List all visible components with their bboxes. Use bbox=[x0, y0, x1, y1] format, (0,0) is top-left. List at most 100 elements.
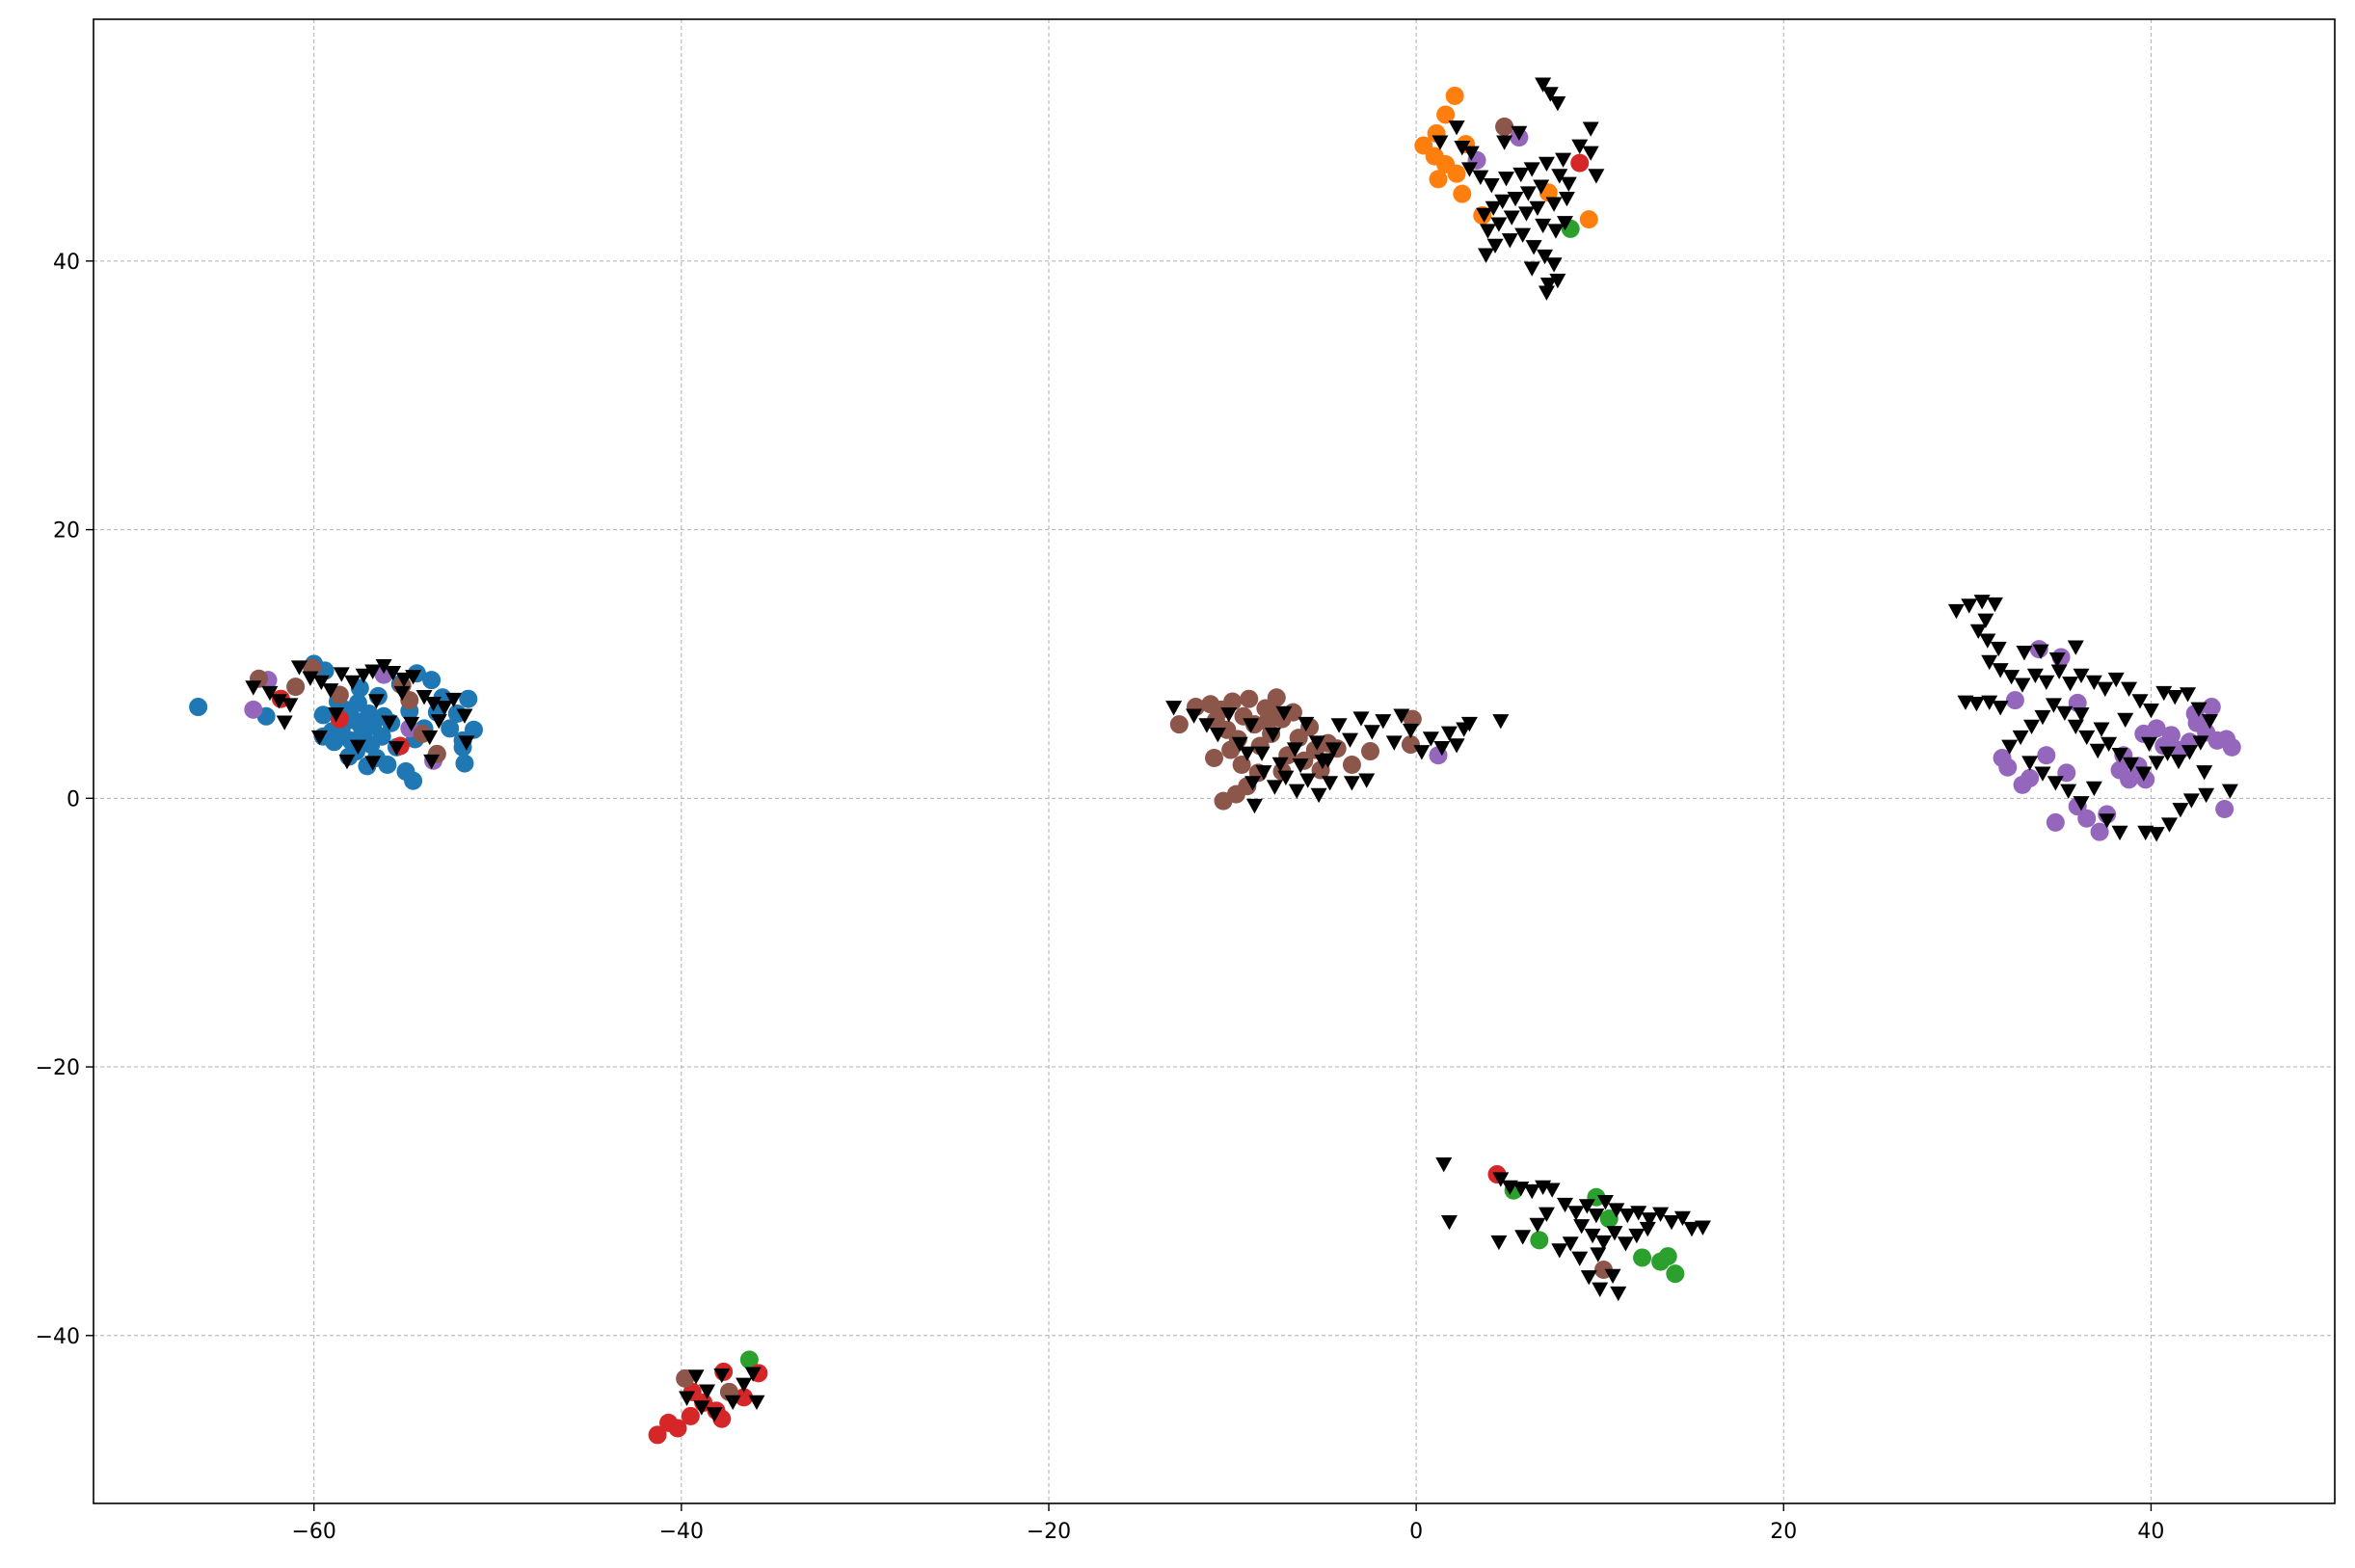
circle-point bbox=[286, 678, 306, 697]
triangle-point bbox=[2121, 681, 2138, 697]
triangle-point bbox=[1529, 200, 1546, 217]
triangle-point bbox=[1255, 765, 1272, 781]
circle-point bbox=[1221, 740, 1241, 759]
triangle-point bbox=[1957, 695, 1974, 710]
triangle-point bbox=[270, 694, 287, 709]
triangle-point bbox=[2221, 784, 2238, 799]
triangle-point bbox=[1535, 77, 1552, 93]
circle-point bbox=[1599, 1209, 1619, 1229]
triangle-point bbox=[1460, 716, 1478, 732]
triangle-point bbox=[1292, 758, 1309, 774]
triangle-point bbox=[310, 730, 328, 746]
triangle-point bbox=[405, 670, 422, 685]
triangle-point bbox=[1606, 1226, 1623, 1241]
triangle-point bbox=[1264, 728, 1281, 743]
x-axis: −60 −40 −20 0 20 40 bbox=[291, 1503, 2164, 1544]
triangle-point bbox=[1209, 728, 1226, 743]
triangle-point bbox=[1590, 1247, 1607, 1262]
triangle-point bbox=[1322, 776, 1339, 791]
triangle-point bbox=[1503, 210, 1520, 226]
triangle-point bbox=[1538, 1207, 1555, 1222]
triangle-point bbox=[1573, 1219, 1591, 1235]
triangle-point bbox=[385, 665, 402, 681]
triangle-point bbox=[1454, 141, 1471, 156]
triangle-point bbox=[312, 675, 330, 691]
triangle-point bbox=[1969, 624, 1987, 640]
x-tick-label: 0 bbox=[1409, 1520, 1423, 1544]
triangle-point bbox=[456, 708, 473, 724]
circle-point bbox=[2037, 746, 2056, 765]
triangle-point bbox=[1512, 167, 1530, 183]
triangle-point bbox=[1652, 1207, 1670, 1222]
circle-point bbox=[459, 689, 478, 708]
triangle-point bbox=[1310, 787, 1327, 804]
triangle-point bbox=[281, 698, 299, 713]
triangle-point bbox=[2198, 787, 2215, 804]
triangle-point bbox=[1556, 216, 1573, 231]
x-tick-label: −20 bbox=[1027, 1520, 1071, 1544]
triangle-point bbox=[1582, 146, 1599, 161]
triangle-point bbox=[2023, 719, 2041, 734]
triangle-point bbox=[421, 730, 439, 746]
triangle-point bbox=[1245, 798, 1263, 814]
triangle-point bbox=[1537, 249, 1554, 265]
circle-point bbox=[1445, 86, 1464, 105]
triangle-point bbox=[1186, 708, 1203, 724]
circle-point bbox=[1579, 210, 1598, 229]
triangle-point bbox=[724, 1395, 741, 1411]
plot-area-frame bbox=[93, 18, 2336, 1504]
circle-point bbox=[1453, 184, 1472, 203]
triangle-point bbox=[349, 739, 366, 755]
y-tick-label: −20 bbox=[36, 1056, 80, 1080]
triangle-point bbox=[1578, 1199, 1595, 1214]
y-tick-label: 40 bbox=[53, 251, 80, 275]
triangle-point bbox=[2137, 825, 2154, 841]
triangle-point bbox=[1551, 1243, 1568, 1259]
circle-point bbox=[2202, 698, 2221, 717]
triangle-point bbox=[1343, 776, 1360, 791]
triangle-point bbox=[1560, 176, 1577, 192]
triangle-point bbox=[2089, 743, 2106, 759]
triangle-point bbox=[2048, 652, 2066, 668]
circle-point bbox=[2120, 770, 2139, 789]
triangle-point bbox=[1543, 1183, 1561, 1198]
triangle-point bbox=[744, 1367, 762, 1382]
circle-point bbox=[1403, 709, 1422, 729]
triangle-point bbox=[425, 697, 442, 712]
triangle-point bbox=[736, 1377, 753, 1393]
triangle-point bbox=[2099, 813, 2116, 829]
triangle-point bbox=[1448, 738, 1465, 754]
circle-point bbox=[1267, 688, 1286, 707]
x-tick-label: 40 bbox=[2137, 1520, 2164, 1544]
triangle-point bbox=[1973, 595, 1991, 610]
triangle-point bbox=[1979, 633, 1996, 649]
triangle-point bbox=[1523, 261, 1540, 277]
triangle-point bbox=[1433, 740, 1451, 757]
triangle-point bbox=[2155, 685, 2173, 702]
triangle-point bbox=[1538, 156, 1555, 173]
circle-point bbox=[1342, 755, 1361, 774]
triangle-point bbox=[1253, 746, 1271, 761]
triangle-point bbox=[2117, 712, 2134, 729]
triangle-point bbox=[322, 683, 339, 699]
triangle-point bbox=[1440, 726, 1458, 741]
triangle-point bbox=[458, 735, 475, 751]
triangle-point bbox=[1673, 1210, 1691, 1227]
triangle-point bbox=[2056, 705, 2074, 722]
triangle-point bbox=[381, 715, 398, 731]
y-axis: −40 −20 0 20 40 bbox=[36, 251, 94, 1349]
triangle-point bbox=[2201, 714, 2218, 730]
circle-point bbox=[189, 698, 208, 717]
triangle-point bbox=[393, 685, 411, 702]
triangle-point bbox=[693, 1400, 710, 1416]
triangle-point bbox=[302, 671, 319, 686]
triangle-point bbox=[1342, 732, 1359, 748]
triangle-point bbox=[687, 1369, 705, 1385]
triangle-point bbox=[1485, 200, 1502, 217]
triangle-point bbox=[1977, 613, 1994, 628]
triangle-point bbox=[276, 715, 293, 731]
triangle-point bbox=[1588, 169, 1605, 184]
triangle-point bbox=[1545, 197, 1563, 212]
circle-point bbox=[313, 705, 333, 725]
triangle-point bbox=[1271, 757, 1289, 773]
